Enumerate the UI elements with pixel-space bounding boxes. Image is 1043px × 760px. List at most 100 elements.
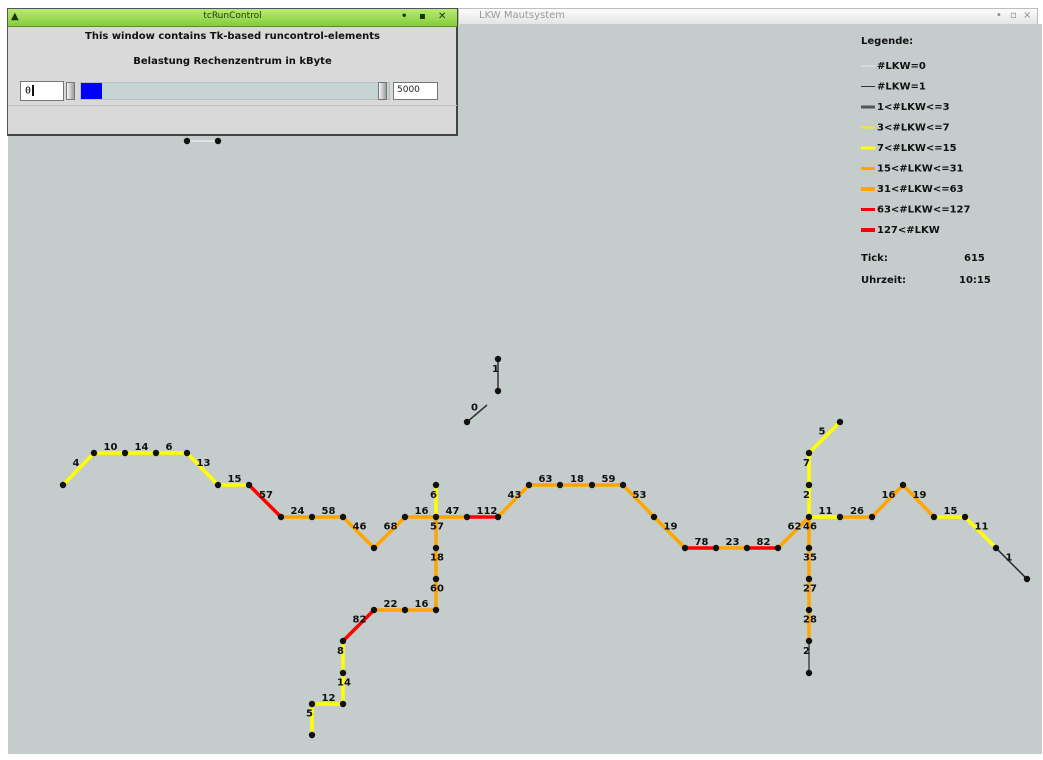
- segment-load-label: 112: [477, 506, 498, 517]
- road-node: [805, 606, 813, 614]
- runcontrol-window[interactable]: ▲ tcRunControl • ▪ ✕ This window contain…: [7, 8, 458, 136]
- segment-load-label: 59: [602, 474, 616, 485]
- runcontrol-title: tcRunControl: [203, 11, 262, 21]
- legend-entry-label: 15<#LKW<=31: [877, 164, 964, 175]
- legend-entry-label: 1<#LKW<=3: [877, 102, 950, 113]
- segment-load-label: 12: [322, 693, 336, 704]
- runcontrol-minimize-button[interactable]: •: [401, 11, 408, 22]
- road-node: [463, 418, 471, 426]
- segment-load-label: 5: [819, 427, 826, 438]
- road-segment: [995, 547, 1028, 580]
- segment-load-label: 8: [337, 646, 344, 657]
- legend-entry-label: 3<#LKW<=7: [877, 123, 950, 134]
- runcontrol-titlebar[interactable]: ▲ tcRunControl • ▪ ✕: [8, 9, 457, 27]
- runcontrol-close-button[interactable]: ✕: [438, 11, 447, 22]
- segment-load-label: 82: [353, 615, 367, 626]
- road-segment: [901, 483, 936, 519]
- legend-title: Legende:: [861, 36, 913, 47]
- road-node: [370, 606, 378, 614]
- road-node: [432, 575, 440, 583]
- segment-load-label: 43: [508, 490, 522, 501]
- road-segment: [185, 451, 220, 487]
- road-node: [1023, 575, 1031, 583]
- segment-load-label: 19: [664, 522, 678, 533]
- segment-load-label: 14: [135, 442, 149, 453]
- segment-load-label: 11: [975, 522, 989, 533]
- road-segment: [247, 483, 283, 519]
- runcontrol-maximize-button[interactable]: ▪: [419, 11, 426, 22]
- scale-slider-fill[interactable]: [81, 83, 102, 99]
- main-window-titlebar[interactable]: LKW Mautsystem • ▫ ×: [458, 8, 1038, 25]
- road-segment: [652, 515, 687, 550]
- road-segment: [341, 608, 376, 643]
- segment-load-label: 7: [803, 458, 810, 469]
- segment-load-label: 1: [492, 364, 499, 375]
- tick-label: Tick:: [861, 253, 888, 264]
- road-node: [339, 669, 347, 677]
- road-node: [556, 481, 564, 489]
- legend-entry-label: 127<#LKW: [877, 225, 940, 236]
- road-node: [183, 449, 191, 457]
- road-node: [401, 513, 409, 521]
- map-canvas[interactable]: Legende: #LKW=0 #LKW=1 1<#LKW<=3 3<#LKW<=7 7…: [8, 24, 1042, 754]
- segment-load-label: 23: [726, 537, 740, 548]
- road-node: [650, 513, 658, 521]
- segment-load-label: 6: [166, 442, 173, 453]
- segment-load-label: 46: [353, 522, 367, 533]
- road-node: [183, 137, 191, 145]
- segment-load-label: 53: [633, 490, 647, 501]
- main-window-title: LKW Mautsystem: [479, 10, 566, 21]
- road-segment: [341, 515, 376, 550]
- road-node: [805, 544, 813, 552]
- segment-load-label: 26: [850, 506, 864, 517]
- segment-load-label: 18: [430, 553, 444, 564]
- road-node: [961, 513, 969, 521]
- road-node: [899, 481, 907, 489]
- segment-load-label: 57: [259, 490, 273, 501]
- road-node: [432, 606, 440, 614]
- road-node: [432, 513, 440, 521]
- segment-load-label: 6: [430, 490, 437, 501]
- segment-load-label: 78: [695, 537, 709, 548]
- road-network: Legende: #LKW=0 #LKW=1 1<#LKW<=3 3<#LKW<=7 7…: [59, 36, 1031, 739]
- segment-load-label: 14: [337, 678, 351, 689]
- road-node: [805, 637, 813, 645]
- road-node: [525, 481, 533, 489]
- time-value: 10:15: [959, 275, 991, 286]
- segment-load-label: 15: [228, 474, 242, 485]
- segment-load-label: 2: [803, 490, 810, 501]
- road-node: [836, 513, 844, 521]
- road-node: [805, 481, 813, 489]
- segment-load-label: 35: [803, 553, 817, 564]
- road-node: [308, 513, 316, 521]
- road-node: [805, 449, 813, 457]
- main-maximize-button[interactable]: ▫: [1010, 10, 1017, 21]
- scale-max-value[interactable]: 5000: [393, 82, 438, 100]
- segment-load-label: 0: [471, 403, 478, 414]
- legend-entry-label: 7<#LKW<=15: [877, 143, 957, 154]
- road-node: [494, 355, 502, 363]
- road-node: [308, 731, 316, 739]
- segment-load-label: 15: [944, 506, 958, 517]
- scale-min-value[interactable]: 0: [20, 81, 64, 101]
- segment-load-label: 82: [757, 537, 771, 548]
- segment-load-label: 19: [913, 490, 927, 501]
- scale-track[interactable]: [80, 82, 390, 100]
- road-node: [930, 513, 938, 521]
- scale-left-arrow[interactable]: [66, 82, 75, 100]
- main-minimize-button[interactable]: •: [996, 10, 1002, 21]
- road-node: [463, 513, 471, 521]
- segment-load-label: 16: [415, 599, 429, 610]
- time-label: Uhrzeit:: [861, 275, 906, 286]
- road-node: [59, 481, 67, 489]
- legend-entry-label: #LKW=0: [877, 61, 926, 72]
- segment-load-label: 47: [446, 506, 460, 517]
- road-node: [836, 418, 844, 426]
- road-node: [245, 481, 253, 489]
- road-segment: [496, 483, 531, 519]
- segment-load-label: 28: [803, 615, 817, 626]
- window-menu-icon[interactable]: ▲: [11, 11, 19, 22]
- scale-right-arrow[interactable]: [378, 82, 387, 100]
- main-close-button[interactable]: ×: [1023, 10, 1032, 21]
